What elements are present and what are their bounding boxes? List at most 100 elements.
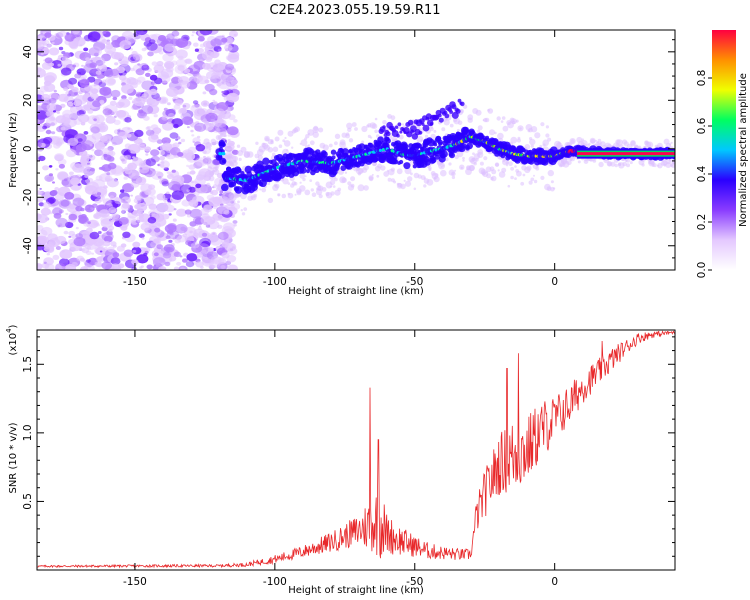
spectrogram-halo-cell (259, 188, 262, 191)
spectrogram-noise-cell (83, 166, 95, 176)
spectrogram-noise-cell (47, 197, 56, 204)
y-tick-label: 20 (22, 94, 34, 107)
spectrogram-noise-cell (132, 249, 137, 253)
spectrogram-halo-cell (424, 134, 429, 138)
spectrogram-noise-cell (148, 222, 157, 229)
spectrogram-noise-cell (37, 41, 45, 50)
spectrogram-noise-cell (63, 230, 69, 235)
spectrogram-noise-cell (203, 155, 206, 159)
spectrogram-noise-cell (225, 63, 235, 71)
colorbar-label: Normalized spectral amplitude (738, 73, 749, 227)
spectrogram-noise-cell (101, 261, 112, 270)
spectrogram-halo-cell (401, 123, 405, 126)
spectrogram-noise-cell (117, 110, 130, 120)
spectrogram-ridge-cell (433, 142, 438, 147)
spectrogram-noise-cell (107, 162, 117, 170)
spectrogram-noise-cell (109, 100, 117, 106)
spectrogram-halo-cell (267, 182, 271, 186)
spectrogram-noise-cell (217, 48, 222, 52)
spectrogram-noise-cell (182, 102, 191, 110)
spectrogram-noise-cell (210, 38, 222, 48)
spectrogram-noise-cell (52, 207, 63, 216)
spectrogram-noise-cell (60, 67, 72, 76)
spectrogram-noise-cell (199, 30, 213, 36)
spectrogram-noise-cell (103, 154, 112, 161)
spectrogram-noise-cell (167, 223, 177, 231)
spectrogram-halo-cell (328, 143, 333, 148)
spectrogram-halo-cell (345, 132, 350, 136)
spectrogram-halo-cell (614, 163, 618, 168)
spectrogram-ridge-cell (222, 159, 226, 163)
spectrogram-noise-cell (84, 174, 90, 178)
spectrogram-noise-cell (175, 138, 179, 141)
y-tick-label: 0.5 (22, 493, 34, 510)
spectrogram-halo-cell (261, 187, 267, 193)
spectrogram-noise-cell (117, 131, 128, 140)
spectrogram-noise-cell (73, 92, 78, 96)
spectrogram-noise-cell (112, 252, 120, 258)
spectrogram-noise-cell (145, 72, 151, 77)
spectrogram-halo-cell (590, 138, 596, 144)
spectrogram-noise-cell (57, 173, 66, 180)
spectrogram-halo-cell (281, 193, 287, 199)
spectrogram-noise-cell (41, 226, 53, 236)
spectrogram-noise-cell (211, 72, 220, 79)
spectrogram-noise-cell (177, 76, 190, 85)
spectrogram-halo-cell (310, 188, 314, 192)
spectrogram-halo-cell (413, 187, 417, 191)
spectrogram-halo-cell (332, 185, 336, 188)
spectrogram-halo-cell (517, 136, 521, 140)
spectrogram-halo-cell (339, 141, 346, 149)
y-tick-label: 1.5 (22, 356, 34, 373)
spectrogram-noise-cell (199, 237, 212, 248)
spectrogram-noise-cell (64, 33, 76, 42)
spectrogram-noise-cell (74, 73, 81, 79)
spectrogram-branch-cell (449, 110, 453, 114)
spectrogram-noise-cell (174, 99, 183, 106)
spectrogram-noise-cell (75, 143, 87, 152)
spectrogram-noise-cell (55, 217, 68, 228)
spectrogram-ridge-cell (438, 141, 443, 146)
spectrogram-noise-cell (151, 61, 158, 66)
spectrogram-noise-cell (200, 215, 213, 226)
spectrogram-halo-cell (496, 116, 501, 121)
spectrogram-halo-cell (204, 120, 210, 126)
spectrogram-noise-cell (120, 204, 130, 212)
spectrogram-halo-cell (313, 125, 319, 131)
spectrogram-noise-cell (145, 153, 149, 156)
spectrogram-noise-cell (119, 155, 128, 162)
spectrogram-noise-cell (43, 243, 55, 253)
spectrogram-noise-cell (92, 100, 102, 108)
spectrogram-noise-cell (80, 160, 86, 166)
snr-x-axis-label: Height of straight line (km) (288, 585, 424, 596)
spectrogram-noise-cell (165, 204, 175, 213)
spectrogram-halo-cell (374, 117, 378, 121)
spectrogram-noise-cell (153, 238, 160, 244)
spectrogram-halo-cell (510, 166, 514, 171)
spectrogram-noise-cell (205, 112, 218, 123)
spectrogram-noise-cell (219, 71, 223, 74)
spectrogram-halo-cell (526, 165, 532, 171)
spectrogram-noise-cell (80, 122, 86, 126)
spectrogram-noise-cell (59, 211, 62, 214)
spectrogram-noise-cell (37, 119, 40, 123)
spectrogram-noise-cell (131, 105, 138, 110)
spectrogram-noise-cell (106, 172, 111, 176)
spectrogram-noise-cell (38, 155, 46, 162)
spectrogram-noise-cell (212, 99, 216, 102)
spectrogram-halo-cell (545, 133, 550, 138)
spectrogram-noise-cell (61, 179, 69, 186)
spectrogram-halo-cell (348, 138, 354, 143)
spectrogram-noise-cell (228, 30, 239, 38)
spectrogram-branch-cell (382, 125, 386, 129)
spectrogram-noise-cell (192, 216, 204, 225)
spectrogram-halo-cell (569, 138, 576, 145)
spectrogram-halo-cell (304, 189, 311, 196)
spectrogram-noise-cell (132, 172, 136, 176)
spectrogram-halo-cell (330, 191, 335, 196)
spectrogram-branch-cell (455, 108, 461, 114)
spectrogram-noise-cell (56, 111, 60, 114)
spectrogram-halo-cell (282, 178, 289, 185)
spectrogram-noise-cell (212, 101, 218, 105)
